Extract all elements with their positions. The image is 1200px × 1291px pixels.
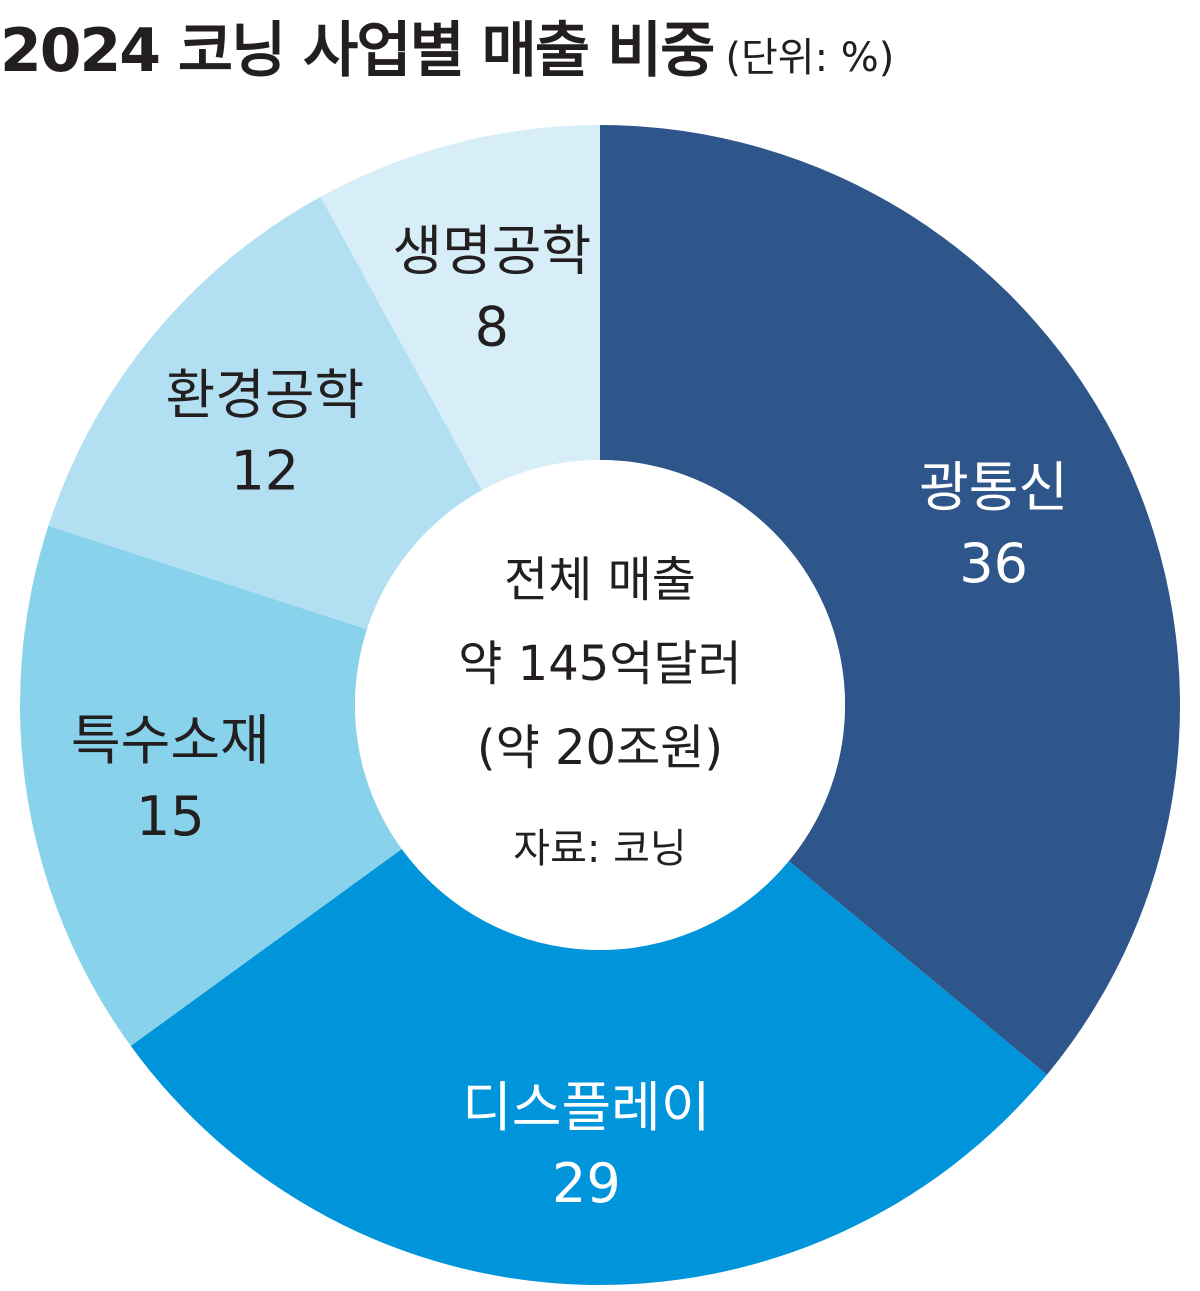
slice-value-1: 29 <box>552 1152 621 1215</box>
donut-hole <box>355 460 845 950</box>
slice-label-3: 환경공학 <box>165 364 364 427</box>
slice-label-1: 디스플레이 <box>462 1076 710 1139</box>
title-text: 2024 코닝 사업별 매출 비중 <box>0 16 715 86</box>
slice-value-4: 8 <box>475 296 509 359</box>
slice-value-2: 15 <box>136 785 205 848</box>
center-block: 전체 매출 약 145억달러 (약 20조원) 자료: 코닝 <box>458 552 742 872</box>
slice-4 <box>320 125 600 491</box>
slice-value-0: 36 <box>959 532 1028 595</box>
center-line-3: (약 20조원) <box>477 720 723 776</box>
center-line-2: 약 145억달러 <box>458 636 742 692</box>
unit-text: (단위: %) <box>725 35 895 81</box>
slice-3 <box>48 196 482 630</box>
slice-1 <box>130 849 1047 1286</box>
slice-label-2: 특수소재 <box>71 709 270 772</box>
source-text: 자료: 코닝 <box>513 826 686 872</box>
slice-label-0: 광통신 <box>919 456 1068 519</box>
center-line-1: 전체 매출 <box>504 552 696 608</box>
slices <box>19 125 1180 1286</box>
slice-labels: 광통신 36 디스플레이 29 특수소재 15 환경공학 12 생명공학 8 <box>71 220 1068 1215</box>
slice-0 <box>600 125 1180 1075</box>
slice-2 <box>19 525 402 1046</box>
chart-title: 2024 코닝 사업별 매출 비중 (단위: %) <box>0 2 894 89</box>
slice-label-4: 생명공학 <box>392 220 591 283</box>
slice-value-3: 12 <box>230 440 299 503</box>
